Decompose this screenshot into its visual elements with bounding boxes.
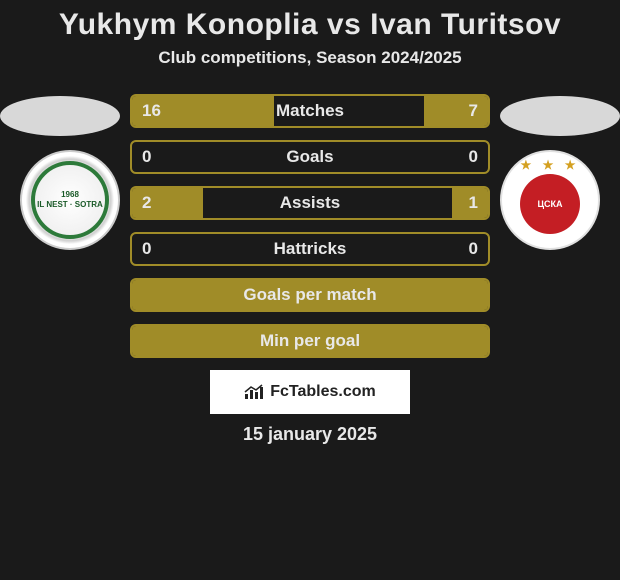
- brand-box: FcTables.com: [210, 370, 410, 414]
- badge-left-name: IL NEST · SOTRA: [37, 200, 103, 209]
- player-photo-right: [500, 96, 620, 136]
- stat-label: Goals: [132, 142, 488, 172]
- stat-row: 00Goals: [130, 140, 490, 174]
- brand-chart-icon: [244, 384, 264, 400]
- badge-right-name: ЦСКА: [537, 199, 562, 209]
- stat-label: Matches: [132, 96, 488, 126]
- badge-left-text: 1968 IL NEST · SOTRA: [37, 190, 103, 209]
- page-title: Yukhym Konoplia vs Ivan Turitsov: [0, 8, 620, 42]
- brand-text: FcTables.com: [270, 383, 376, 401]
- player-photo-left: [0, 96, 120, 136]
- club-badge-right: ★ ★ ★ ЦСКА: [500, 150, 600, 250]
- content-area: 1968 IL NEST · SOTRA ★ ★ ★ ЦСКА 167Match…: [0, 94, 620, 445]
- stat-row: 00Hattricks: [130, 232, 490, 266]
- date-text: 15 january 2025: [0, 424, 620, 445]
- stat-row: Min per goal: [130, 324, 490, 358]
- stat-label: Hattricks: [132, 234, 488, 264]
- stat-label: Goals per match: [132, 280, 488, 310]
- badge-left-year: 1968: [61, 190, 79, 199]
- stat-row: Goals per match: [130, 278, 490, 312]
- badge-right-stars-icon: ★ ★ ★: [521, 158, 580, 172]
- stat-label: Min per goal: [132, 326, 488, 356]
- stat-bars: 167Matches 00Goals 21Assists 00Hattricks Goa…: [130, 94, 490, 358]
- stat-row: 21Assists: [130, 186, 490, 220]
- stat-label: Assists: [132, 188, 488, 218]
- comparison-card: Yukhym Konoplia vs Ivan Turitsov Club co…: [0, 0, 620, 445]
- club-badge-left: 1968 IL NEST · SOTRA: [20, 150, 120, 250]
- page-subtitle: Club competitions, Season 2024/2025: [0, 48, 620, 68]
- stat-row: 167Matches: [130, 94, 490, 128]
